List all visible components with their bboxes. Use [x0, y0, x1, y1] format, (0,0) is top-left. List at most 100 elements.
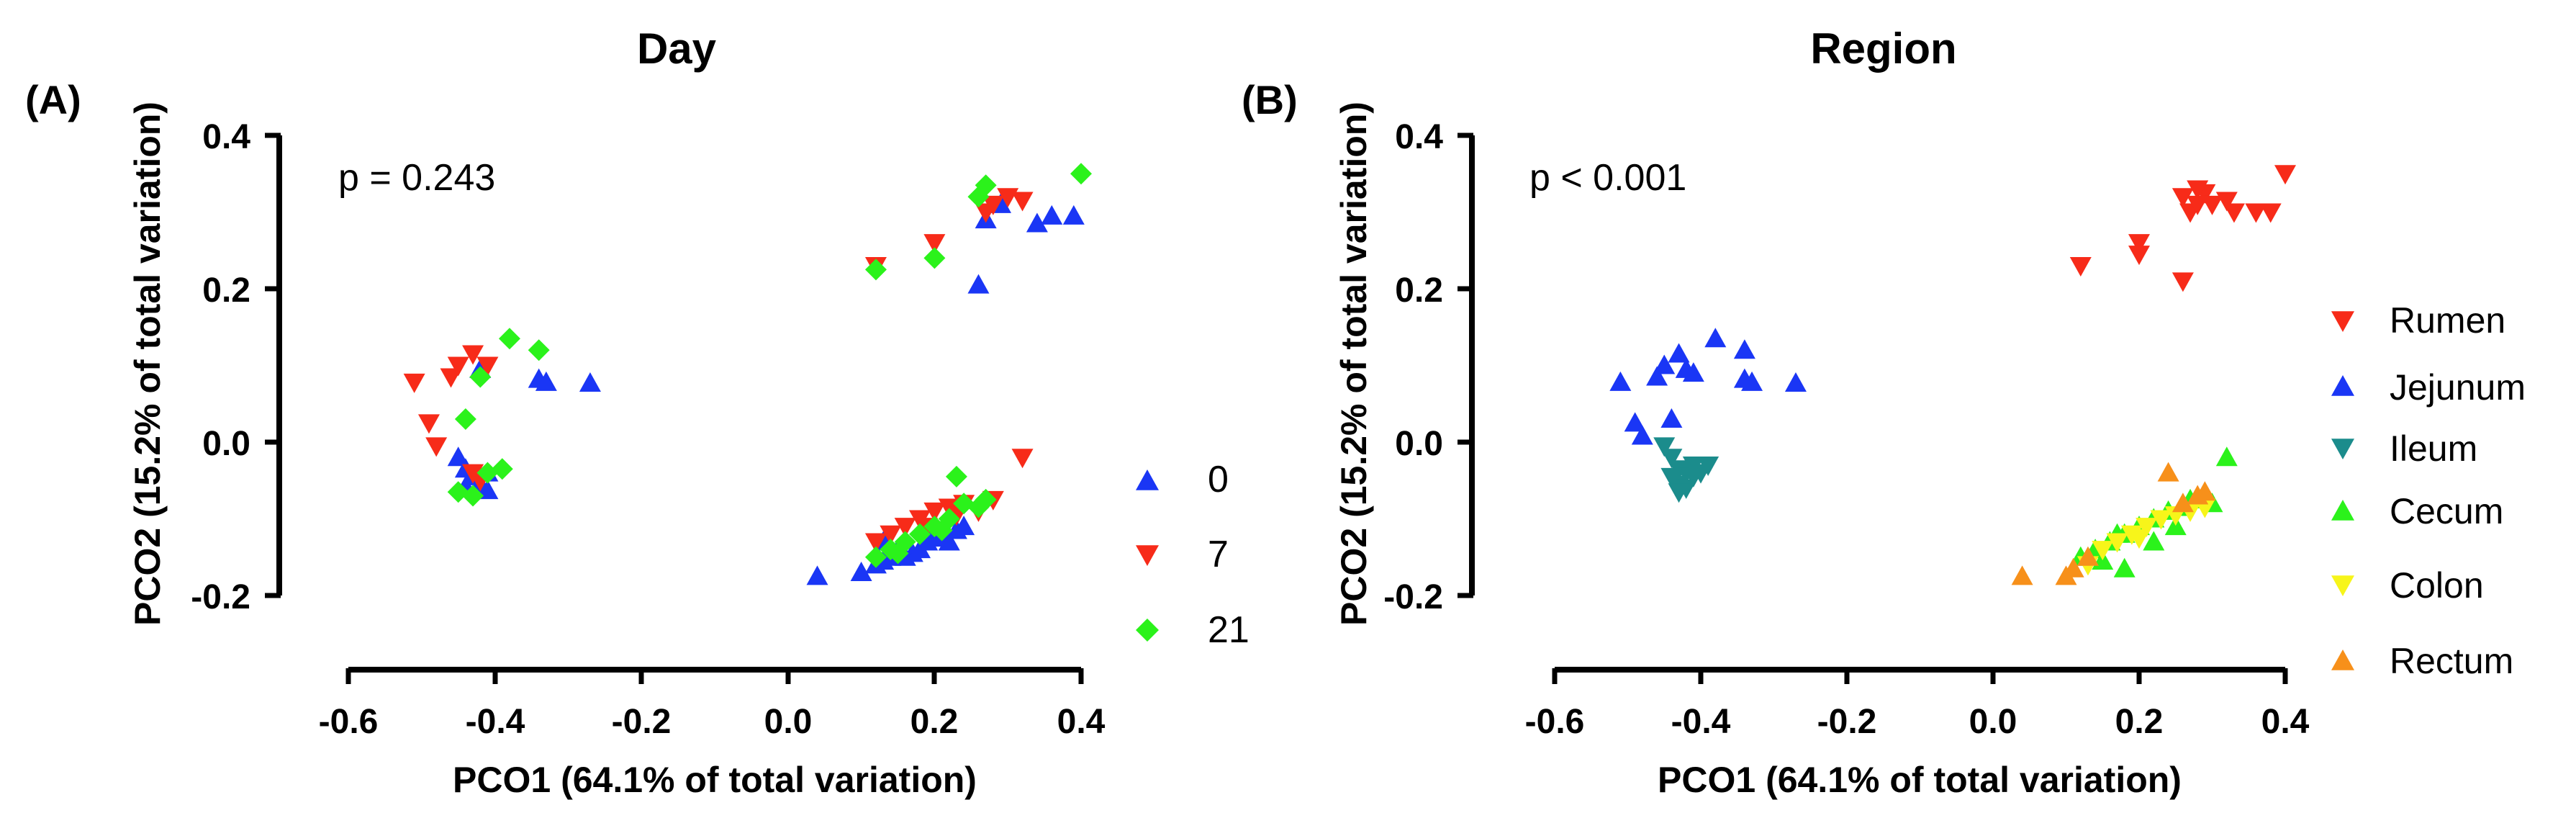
legend-item: Rumen [2331, 300, 2505, 341]
data-point [923, 234, 946, 254]
x-tick-label: -0.6 [1525, 703, 1585, 741]
x-ticks: -0.6 -0.4 -0.2 0.0 0.2 0.4 [319, 668, 1106, 741]
data-point [454, 408, 476, 431]
data-point [1653, 354, 1676, 374]
data-point [2245, 203, 2267, 223]
y-tick-label: -0.2 [191, 578, 250, 616]
data-point [945, 465, 967, 487]
data-point [1026, 212, 1048, 233]
legend-item: 21 [1136, 609, 1249, 651]
data-points [403, 163, 1092, 585]
data-point [967, 274, 990, 294]
data-point [491, 458, 513, 480]
data-point [2215, 446, 2238, 467]
data-point [1704, 328, 1727, 348]
legend-marker [1136, 469, 1159, 490]
series-ileum [1653, 437, 1719, 503]
data-point [2223, 203, 2245, 223]
data-point [579, 372, 601, 392]
data-point [2106, 533, 2128, 553]
legend-symbol [1136, 545, 1159, 566]
legend-marker [2331, 650, 2354, 670]
x-tick-label: -0.6 [319, 703, 379, 741]
data-point [1070, 163, 1092, 185]
data-point [476, 462, 499, 484]
data-point [953, 516, 975, 536]
data-point [894, 518, 916, 538]
x-tick-label: -0.2 [612, 703, 672, 741]
y-tick-label: -0.2 [1383, 578, 1443, 616]
x-tick-label: -0.4 [466, 703, 525, 741]
x-axis-label: PCO1 (64.1% of total variation) [1658, 760, 2182, 800]
legend-label: Ileum [2390, 428, 2477, 469]
data-point [2171, 493, 2194, 513]
legend-label: Cecum [2390, 491, 2503, 531]
legend-label: Rectum [2390, 641, 2513, 681]
data-point [2187, 195, 2209, 215]
data-point [2011, 565, 2033, 585]
data-point [880, 525, 902, 545]
data-point [469, 366, 492, 388]
data-point [1660, 467, 1683, 487]
legend-marker [1136, 545, 1159, 566]
data-point [462, 485, 484, 507]
legend-item: 0 [1136, 459, 1229, 500]
data-point [2194, 481, 2216, 501]
y-ticks: 0.4 0.2 0.0 -0.2 [191, 118, 281, 616]
x-tick-label: 0.2 [2115, 703, 2164, 741]
data-point [417, 414, 440, 434]
legend-symbol [1136, 469, 1159, 490]
data-point [2150, 510, 2172, 530]
legend-symbol [2331, 439, 2354, 459]
y-tick-label: 0.4 [202, 118, 250, 156]
data-point [1668, 343, 1690, 363]
data-point [850, 562, 872, 582]
data-point [1733, 339, 1755, 359]
data-point [425, 437, 448, 457]
data-point [2128, 529, 2150, 549]
legend-label: 7 [1208, 534, 1229, 575]
data-point [2128, 234, 2150, 254]
data-point [2143, 531, 2165, 551]
data-point [931, 519, 953, 541]
legend-symbol [2331, 375, 2354, 396]
data-point [1668, 483, 1690, 503]
data-point [2062, 557, 2084, 577]
data-point [909, 523, 931, 545]
series-0 [447, 193, 1085, 585]
data-point [447, 356, 469, 377]
legend-label: Colon [2390, 565, 2484, 606]
data-point [953, 493, 975, 515]
legend-marker [2331, 500, 2354, 521]
data-point [975, 174, 997, 197]
series-jejunum [1609, 328, 1807, 445]
legend-label: Jejunum [2390, 367, 2526, 408]
y-axis-label: PCO2 (15.2% of total variation) [127, 102, 168, 626]
data-point [1784, 372, 1807, 392]
legend-item: Colon [2331, 565, 2484, 606]
legend-item: Rectum [2331, 641, 2513, 681]
data-point [462, 345, 484, 365]
data-point [2274, 165, 2296, 185]
x-ticks: -0.6 -0.4 -0.2 0.0 0.2 0.4 [1525, 668, 2310, 741]
data-point [2076, 546, 2099, 566]
y-tick-label: 0.4 [1395, 118, 1443, 156]
x-tick-label: -0.2 [1817, 703, 1877, 741]
data-point [535, 371, 557, 391]
y-ticks: 0.4 0.2 0.0 -0.2 [1383, 118, 1473, 616]
y-axis-label: PCO2 (15.2% of total variation) [1334, 102, 1374, 626]
data-point [2201, 195, 2223, 215]
data-point [864, 533, 887, 553]
x-tick-label: -0.4 [1671, 703, 1731, 741]
y-tick-label: 0.2 [202, 271, 250, 310]
panel-a: (A) Day p = 0.243 PCO2 (15.2% of total v… [25, 24, 1249, 800]
x-tick-label: 0.4 [1057, 703, 1106, 741]
legend-item: Cecum [2331, 491, 2503, 531]
legend-symbol [2331, 650, 2354, 670]
data-point [1682, 362, 1704, 382]
series-21 [447, 163, 1092, 568]
data-point [1609, 371, 1632, 391]
data-point [864, 259, 887, 281]
data-point [1624, 412, 1646, 432]
